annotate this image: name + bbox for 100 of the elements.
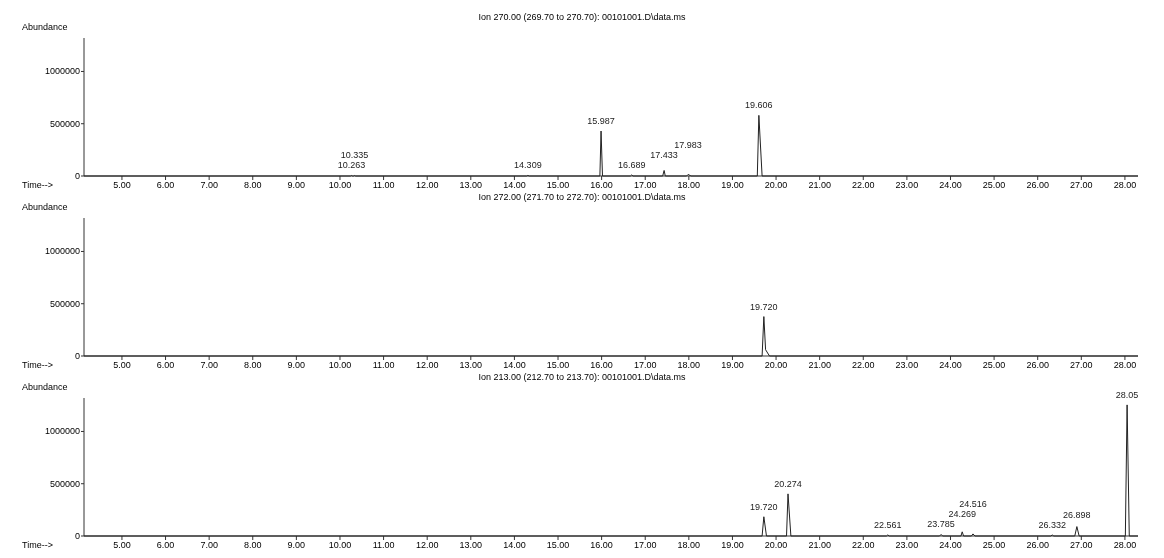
y-tick-label: 500000: [49, 298, 80, 309]
annotation: 16.689: [617, 159, 646, 170]
y-tick-label: 0: [74, 171, 80, 181]
x-tick-label: 5.00: [113, 540, 131, 550]
x-tick-label: 17.00: [633, 360, 657, 370]
x-tick-label: 7.00: [200, 180, 218, 190]
x-tick-label: 18.00: [677, 360, 701, 370]
x-tick-label: 26.00: [1026, 180, 1049, 190]
annotation: 24.269: [948, 509, 976, 520]
x-tick-label: 20.00: [764, 360, 788, 370]
annotation: 28.05: [1115, 389, 1139, 400]
annotation: 19.720: [750, 501, 778, 512]
x-tick-label: 24.00: [939, 540, 962, 550]
x-tick-label: 8.00: [244, 360, 262, 370]
x-tick-label: 25.00: [982, 360, 1006, 370]
annotation: 10.263: [337, 160, 366, 171]
x-tick-label: 13.00: [459, 540, 483, 550]
x-tick-label: 19.00: [721, 540, 744, 550]
x-tick-label: 11.00: [372, 180, 395, 190]
annotation: 20.274: [774, 478, 802, 489]
x-tick-label: 19.00: [721, 360, 744, 370]
x-tick-label: 28.00: [1113, 360, 1137, 370]
x-tick-label: 21.00: [808, 360, 831, 370]
x-tick-label: 26.00: [1026, 360, 1049, 370]
x-tick-label: 6.00: [156, 540, 175, 550]
x-tick-label: 21.00: [808, 540, 831, 550]
x-tick-label: 22.00: [852, 360, 875, 370]
x-tick-label: 9.00: [287, 180, 306, 190]
x-tick-label: 24.00: [939, 180, 962, 190]
annotation: 26.332: [1038, 519, 1066, 530]
annotation: 22.561: [873, 519, 902, 530]
x-tick-label: 17.00: [633, 540, 657, 550]
x-tick-label: 9.00: [287, 360, 306, 370]
x-tick-label: 13.00: [459, 360, 483, 370]
chart-title: Ion 270.00 (269.70 to 270.70): 00101001.D\data.ms: [478, 12, 687, 22]
x-tick-label: 10.00: [328, 540, 352, 550]
y-tick-label: 500000: [49, 478, 80, 489]
x-tick-label: 14.00: [503, 540, 526, 550]
x-tick-label: 7.00: [200, 540, 218, 550]
x-tick-label: 5.00: [113, 180, 131, 190]
x-tick-label: 16.00: [590, 360, 613, 370]
y-tick-label: 1000000: [44, 426, 80, 437]
x-tick-label: 20.00: [764, 180, 788, 190]
annotation: 14.309: [514, 160, 542, 171]
x-tick-label: 18.00: [677, 180, 701, 190]
x-tick-label: 22.00: [852, 180, 875, 190]
x-tick-label: 5.00: [113, 360, 131, 370]
x-axis-title: Time-->: [22, 180, 53, 190]
x-tick-label: 13.00: [459, 180, 483, 190]
x-tick-label: 7.00: [200, 360, 218, 370]
x-tick-label: 15.00: [546, 360, 570, 370]
x-tick-label: 9.00: [287, 540, 306, 550]
x-tick-label: 12.00: [415, 180, 439, 190]
y-axis-title: Abundance: [22, 202, 68, 212]
x-tick-label: 14.00: [503, 180, 526, 190]
chart-title: Ion 272.00 (271.70 to 272.70): 00101001.D\data.ms: [478, 192, 687, 202]
x-tick-label: 22.00: [852, 540, 875, 550]
x-tick-label: 24.00: [939, 360, 962, 370]
y-tick-label: 500000: [49, 118, 80, 129]
y-tick-label: 0: [74, 531, 80, 541]
x-tick-label: 21.00: [808, 180, 831, 190]
x-tick-label: 17.00: [633, 180, 657, 190]
x-tick-label: 8.00: [244, 180, 262, 190]
x-tick-label: 25.00: [982, 180, 1006, 190]
x-tick-label: 10.00: [328, 360, 352, 370]
x-tick-label: 15.00: [546, 180, 570, 190]
annotation: 23.785: [927, 519, 955, 530]
x-tick-label: 28.00: [1113, 540, 1137, 550]
x-tick-label: 27.00: [1070, 180, 1093, 190]
x-tick-label: 16.00: [590, 540, 613, 550]
x-tick-label: 8.00: [244, 540, 262, 550]
x-tick-label: 25.00: [982, 540, 1006, 550]
annotation: 15.987: [587, 116, 615, 127]
x-tick-label: 11.00: [372, 360, 395, 370]
x-tick-label: 15.00: [546, 540, 570, 550]
x-tick-label: 10.00: [328, 180, 352, 190]
annotation: 26.898: [1063, 509, 1091, 520]
x-tick-label: 23.00: [895, 540, 919, 550]
y-tick-label: 1000000: [44, 246, 80, 257]
y-tick-label: 1000000: [44, 66, 80, 77]
x-tick-label: 19.00: [721, 180, 744, 190]
x-tick-label: 28.00: [1113, 180, 1137, 190]
y-axis-title: Abundance: [22, 22, 68, 32]
x-tick-label: 27.00: [1070, 540, 1093, 550]
x-axis-title: Time-->: [22, 360, 53, 370]
x-tick-label: 11.00: [372, 540, 395, 550]
x-tick-label: 6.00: [156, 180, 175, 190]
annotation: 19.720: [750, 301, 778, 312]
x-tick-label: 20.00: [764, 540, 788, 550]
chart-title: Ion 213.00 (212.70 to 213.70): 00101001.D\data.ms: [478, 372, 687, 382]
annotation: 10.335: [340, 150, 369, 161]
annotation: 19.606: [745, 100, 773, 111]
x-tick-label: 18.00: [677, 540, 701, 550]
x-tick-label: 23.00: [895, 360, 919, 370]
x-tick-label: 16.00: [590, 180, 613, 190]
x-tick-label: 14.00: [503, 360, 526, 370]
annotation: 17.983: [674, 139, 702, 150]
x-tick-label: 23.00: [895, 180, 919, 190]
y-axis-title: Abundance: [22, 382, 68, 392]
x-tick-label: 12.00: [415, 360, 439, 370]
